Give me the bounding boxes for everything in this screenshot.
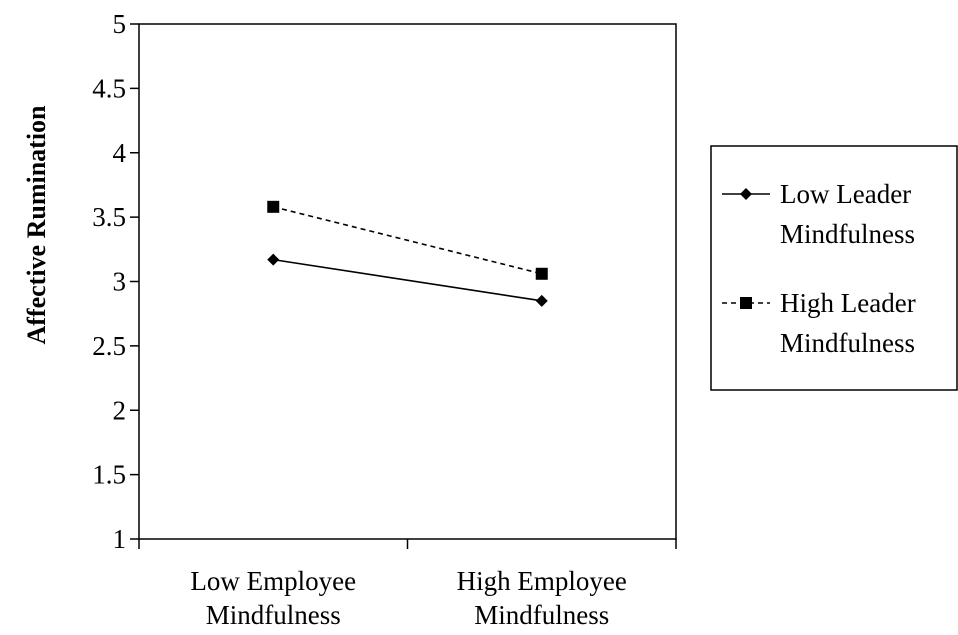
legend: Low Leader Mindfulness High Leader Mindfuln… xyxy=(710,145,958,391)
legend-label-line: Mindfulness xyxy=(780,328,915,358)
y-tick-label: 1.5 xyxy=(92,460,126,490)
series-1 xyxy=(267,253,548,307)
x-axis: Low Employee Mindfulness High Employee Mind… xyxy=(138,539,677,630)
y-tick-label: 2.5 xyxy=(92,331,126,361)
series-line xyxy=(273,206,542,275)
data-point xyxy=(535,294,548,307)
legend-marker xyxy=(740,297,752,309)
series-layer xyxy=(267,200,548,307)
x-tick-label-line: Low Employee xyxy=(190,566,356,596)
plot-area xyxy=(138,23,677,540)
y-axis-label: Affective Rumination xyxy=(22,105,51,345)
legend-label-line: Low Leader xyxy=(780,179,911,209)
y-tick-label: 5 xyxy=(113,9,127,39)
series-line xyxy=(273,258,542,302)
legend-label-line: High Leader xyxy=(780,288,916,318)
legend-box xyxy=(710,145,958,391)
y-axis: 1 1.5 2 2.5 3 3.5 4 4.5 5 xyxy=(92,9,139,554)
y-tick-label: 3 xyxy=(113,267,127,297)
y-tick-label: 4 xyxy=(113,138,127,168)
data-point xyxy=(535,267,548,280)
y-tick-label: 2 xyxy=(113,395,127,425)
x-tick-label-line: Mindfulness xyxy=(474,600,609,630)
y-tick-label: 4.5 xyxy=(92,73,126,103)
x-tick-label: High Employee Mindfulness xyxy=(457,566,627,630)
series-2 xyxy=(267,200,548,280)
y-tick-label: 3.5 xyxy=(92,202,126,232)
y-tick-label: 1 xyxy=(113,524,127,554)
plot-border xyxy=(138,23,677,540)
data-point xyxy=(267,253,280,266)
legend-label-line: Mindfulness xyxy=(780,219,915,249)
x-tick-label-line: High Employee xyxy=(457,566,627,596)
x-tick-label: Low Employee Mindfulness xyxy=(190,566,356,630)
legend-label: Low Leader Mindfulness xyxy=(780,179,915,249)
data-point xyxy=(267,200,280,213)
legend-marker xyxy=(740,188,752,200)
legend-label: High Leader Mindfulness xyxy=(780,288,916,358)
x-tick-label-line: Mindfulness xyxy=(206,600,341,630)
